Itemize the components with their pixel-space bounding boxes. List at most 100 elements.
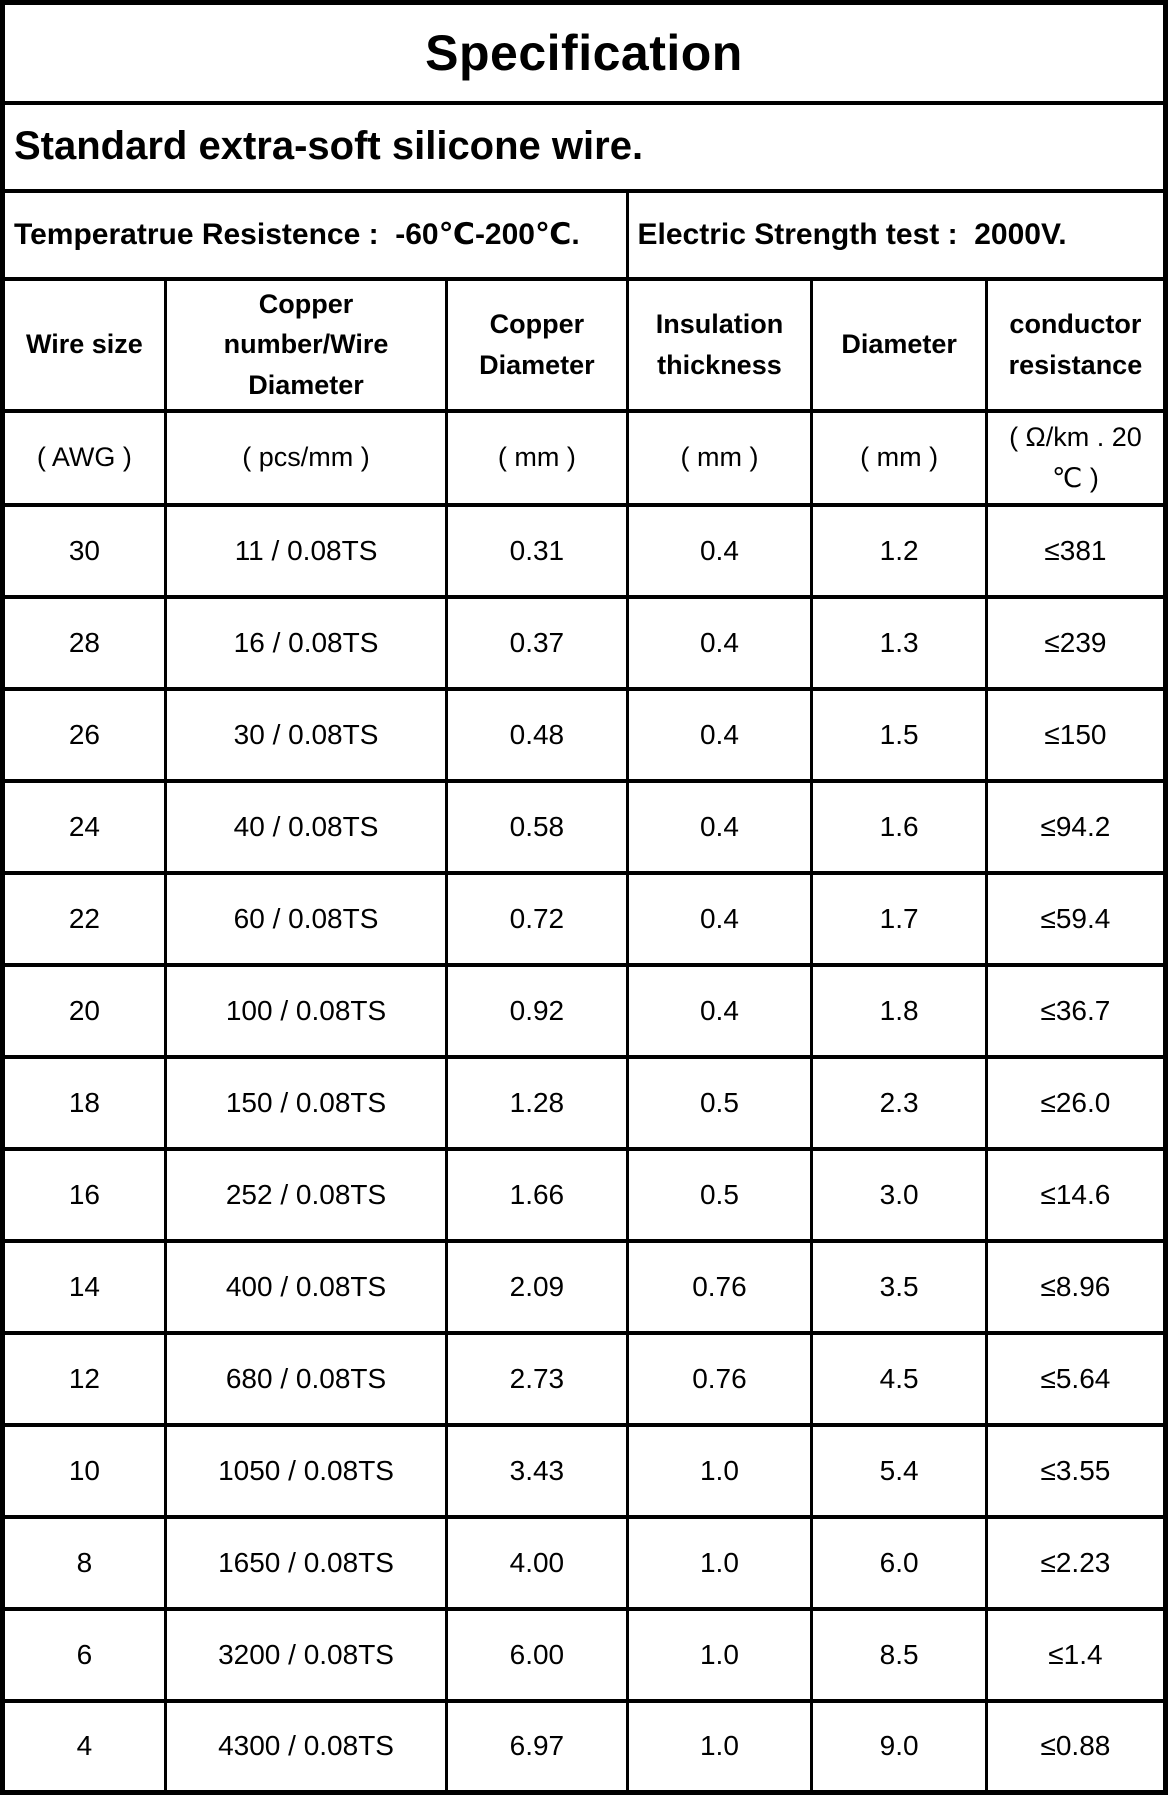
- cell-copper-number: 3200 / 0.08TS: [163, 1606, 449, 1703]
- cell-insulation-thickness: 0.4: [625, 778, 814, 875]
- table-row: 26 30 / 0.08TS 0.48 0.4 1.5 ≤150: [1, 686, 1168, 783]
- cell-copper-number: 150 / 0.08TS: [163, 1054, 449, 1151]
- unit-copper-number: ( pcs/mm ): [163, 408, 449, 507]
- header-copper-diameter: Copper Diameter: [445, 276, 629, 413]
- cell-copper-number: 1050 / 0.08TS: [163, 1422, 449, 1519]
- unit-diameter: ( mm ): [810, 408, 988, 507]
- cell-insulation-thickness: 1.0: [625, 1606, 814, 1703]
- properties-row: Temperatrue Resistence : -60℃-200℃. Elec…: [1, 188, 1167, 281]
- cell-diameter: 8.5: [810, 1606, 988, 1703]
- unit-copper-diameter: ( mm ): [445, 408, 629, 507]
- cell-insulation-thickness: 1.0: [625, 1698, 814, 1795]
- cell-wire-size: 10: [1, 1422, 167, 1519]
- cell-insulation-thickness: 1.0: [625, 1514, 814, 1611]
- cell-insulation-thickness: 0.76: [625, 1238, 814, 1335]
- cell-diameter: 4.5: [810, 1330, 988, 1427]
- cell-diameter: 5.4: [810, 1422, 988, 1519]
- cell-diameter: 1.8: [810, 962, 988, 1059]
- table-row: 14 400 / 0.08TS 2.09 0.76 3.5 ≤8.96: [1, 1238, 1168, 1335]
- cell-copper-number: 400 / 0.08TS: [163, 1238, 449, 1335]
- page-title: Specification: [1, 0, 1167, 105]
- cell-diameter: 1.3: [810, 594, 988, 691]
- cell-conductor-resistance: ≤26.0: [984, 1054, 1168, 1151]
- cell-wire-size: 4: [1, 1698, 167, 1795]
- cell-copper-diameter: 0.31: [445, 502, 629, 599]
- cell-copper-diameter: 2.09: [445, 1238, 629, 1335]
- cell-wire-size: 22: [1, 870, 167, 967]
- unit-insulation-thickness: ( mm ): [625, 408, 814, 507]
- cell-insulation-thickness: 0.4: [625, 502, 814, 599]
- table-row: 8 1650 / 0.08TS 4.00 1.0 6.0 ≤2.23: [1, 1514, 1168, 1611]
- table-row: 6 3200 / 0.08TS 6.00 1.0 8.5 ≤1.4: [1, 1606, 1168, 1703]
- cell-diameter: 1.6: [810, 778, 988, 875]
- cell-conductor-resistance: ≤3.55: [984, 1422, 1168, 1519]
- table-row: 16 252 / 0.08TS 1.66 0.5 3.0 ≤14.6: [1, 1146, 1168, 1243]
- cell-copper-number: 1650 / 0.08TS: [163, 1514, 449, 1611]
- cell-wire-size: 16: [1, 1146, 167, 1243]
- cell-conductor-resistance: ≤94.2: [984, 778, 1168, 875]
- cell-copper-diameter: 4.00: [445, 1514, 629, 1611]
- cell-insulation-thickness: 0.76: [625, 1330, 814, 1427]
- cell-wire-size: 6: [1, 1606, 167, 1703]
- cell-wire-size: 20: [1, 962, 167, 1059]
- cell-wire-size: 8: [1, 1514, 167, 1611]
- cell-copper-diameter: 6.97: [445, 1698, 629, 1795]
- header-insulation-thickness: Insulation thickness: [625, 276, 814, 413]
- table-row: 4 4300 / 0.08TS 6.97 1.0 9.0 ≤0.88: [1, 1698, 1168, 1795]
- header-diameter: Diameter: [810, 276, 988, 413]
- table-row: 28 16 / 0.08TS 0.37 0.4 1.3 ≤239: [1, 594, 1168, 691]
- cell-insulation-thickness: 0.5: [625, 1146, 814, 1243]
- cell-insulation-thickness: 0.5: [625, 1054, 814, 1151]
- cell-copper-number: 100 / 0.08TS: [163, 962, 449, 1059]
- cell-conductor-resistance: ≤381: [984, 502, 1168, 599]
- cell-copper-diameter: 2.73: [445, 1330, 629, 1427]
- cell-conductor-resistance: ≤0.88: [984, 1698, 1168, 1795]
- cell-conductor-resistance: ≤150: [984, 686, 1168, 783]
- cell-conductor-resistance: ≤14.6: [984, 1146, 1168, 1243]
- cell-insulation-thickness: 0.4: [625, 870, 814, 967]
- table-row: 22 60 / 0.08TS 0.72 0.4 1.7 ≤59.4: [1, 870, 1168, 967]
- cell-insulation-thickness: 0.4: [625, 594, 814, 691]
- table-row: 30 11 / 0.08TS 0.31 0.4 1.2 ≤381: [1, 502, 1168, 599]
- table-row: 18 150 / 0.08TS 1.28 0.5 2.3 ≤26.0: [1, 1054, 1168, 1151]
- cell-copper-number: 4300 / 0.08TS: [163, 1698, 449, 1795]
- header-row: Wire size Copper number/Wire Diameter Co…: [1, 276, 1168, 413]
- cell-copper-number: 40 / 0.08TS: [163, 778, 449, 875]
- cell-diameter: 1.5: [810, 686, 988, 783]
- cell-copper-diameter: 0.37: [445, 594, 629, 691]
- header-conductor-resistance: conductor resistance: [984, 276, 1168, 413]
- cell-wire-size: 12: [1, 1330, 167, 1427]
- cell-copper-number: 16 / 0.08TS: [163, 594, 449, 691]
- cell-copper-diameter: 0.92: [445, 962, 629, 1059]
- cell-wire-size: 26: [1, 686, 167, 783]
- cell-conductor-resistance: ≤1.4: [984, 1606, 1168, 1703]
- header-copper-number: Copper number/Wire Diameter: [163, 276, 449, 413]
- cell-wire-size: 18: [1, 1054, 167, 1151]
- table-row: 20 100 / 0.08TS 0.92 0.4 1.8 ≤36.7: [1, 962, 1168, 1059]
- table-row: 12 680 / 0.08TS 2.73 0.76 4.5 ≤5.64: [1, 1330, 1168, 1427]
- cell-copper-diameter: 6.00: [445, 1606, 629, 1703]
- cell-copper-diameter: 3.43: [445, 1422, 629, 1519]
- cell-diameter: 3.0: [810, 1146, 988, 1243]
- cell-diameter: 9.0: [810, 1698, 988, 1795]
- cell-wire-size: 24: [1, 778, 167, 875]
- cell-diameter: 1.7: [810, 870, 988, 967]
- cell-copper-number: 60 / 0.08TS: [163, 870, 449, 967]
- unit-wire-size: ( AWG ): [1, 408, 167, 507]
- cell-wire-size: 14: [1, 1238, 167, 1335]
- cell-copper-diameter: 0.48: [445, 686, 629, 783]
- cell-wire-size: 28: [1, 594, 167, 691]
- cell-conductor-resistance: ≤5.64: [984, 1330, 1168, 1427]
- title-row: Specification: [1, 0, 1167, 105]
- cell-insulation-thickness: 0.4: [625, 962, 814, 1059]
- cell-copper-diameter: 0.58: [445, 778, 629, 875]
- cell-copper-number: 11 / 0.08TS: [163, 502, 449, 599]
- subtitle: Standard extra-soft silicone wire.: [1, 100, 1167, 193]
- table-row: 24 40 / 0.08TS 0.58 0.4 1.6 ≤94.2: [1, 778, 1168, 875]
- cell-conductor-resistance: ≤239: [984, 594, 1168, 691]
- cell-copper-number: 252 / 0.08TS: [163, 1146, 449, 1243]
- cell-copper-number: 680 / 0.08TS: [163, 1330, 449, 1427]
- cell-copper-diameter: 1.66: [445, 1146, 629, 1243]
- cell-conductor-resistance: ≤36.7: [984, 962, 1168, 1059]
